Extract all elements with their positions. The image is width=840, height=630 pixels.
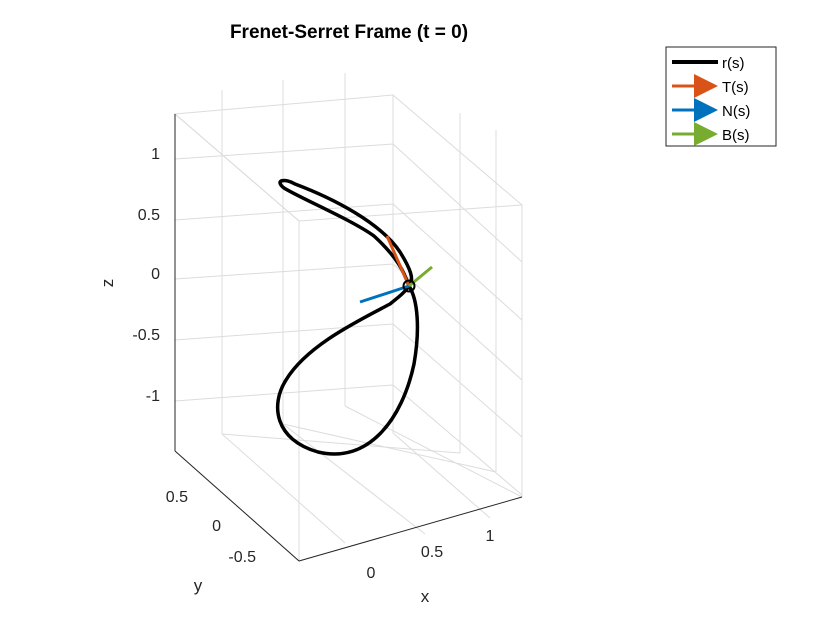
y-tick-label: -0.5	[228, 549, 256, 566]
chart-title: Frenet-Serret Frame (t = 0)	[230, 22, 468, 43]
grid-line	[174, 384, 394, 402]
grid-line	[174, 143, 394, 160]
grid-line	[344, 405, 523, 498]
grid	[173, 73, 524, 563]
legend-label-r: r(s)	[722, 55, 745, 72]
z-tick-label: 1	[151, 146, 160, 163]
grid-line	[392, 384, 523, 496]
x-axis-line	[298, 496, 523, 562]
z-tick-label: -0.5	[132, 327, 160, 344]
legend-label-B: B(s)	[722, 127, 750, 144]
z-tick-label: -1	[146, 388, 160, 405]
grid-line	[282, 423, 497, 473]
grid-line	[174, 263, 394, 280]
tangent-arrow	[385, 235, 411, 287]
legend-label-T: T(s)	[722, 79, 749, 96]
x-tick-label: 1	[486, 528, 495, 545]
x-tick-label: 0	[367, 565, 376, 582]
axes	[174, 114, 523, 562]
legend-label-N: N(s)	[722, 103, 750, 120]
grid-line	[282, 423, 426, 535]
grid-line	[392, 203, 523, 321]
y-axis-label: y	[194, 576, 203, 595]
grid-line	[221, 433, 346, 544]
y-tick-label: 0.5	[166, 489, 188, 506]
z-tick-label: 0.5	[138, 207, 160, 224]
grid-line	[221, 433, 461, 454]
z-ticks: 1 0.5 0 -0.5 -1	[132, 146, 160, 405]
grid-back-wall	[173, 94, 524, 222]
normal-arrow	[359, 284, 410, 304]
y-tick-label: 0	[212, 518, 221, 535]
x-tick-label: 0.5	[421, 544, 443, 561]
grid-line	[392, 143, 523, 263]
grid-line	[174, 323, 394, 341]
z-axis-label: z	[98, 279, 117, 288]
current-point-marker	[402, 279, 416, 293]
grid-line	[392, 323, 523, 438]
grid-line	[392, 432, 491, 519]
x-axis-label: x	[421, 587, 430, 606]
legend: r(s) T(s) N(s) B(s)	[665, 46, 777, 147]
z-tick-label: 0	[151, 266, 160, 283]
y-axis-line	[174, 450, 300, 562]
y-ticks: 0.5 0 -0.5	[166, 489, 256, 566]
grid-line	[174, 203, 394, 221]
series-line-r	[275, 178, 420, 456]
x-ticks: 0 0.5 1	[367, 528, 495, 582]
